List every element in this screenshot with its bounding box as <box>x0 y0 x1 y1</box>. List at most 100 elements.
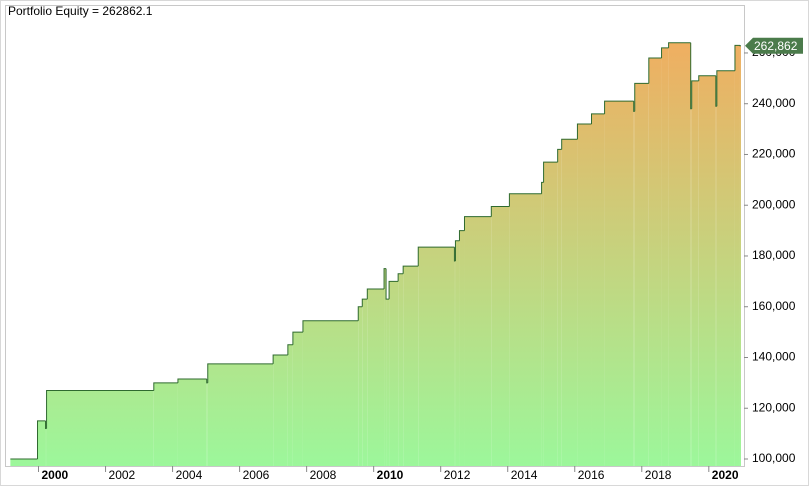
equity-area <box>691 80 699 466</box>
y-tick-label: 160,000 <box>752 299 796 313</box>
equity-line <box>46 389 154 429</box>
equity-area <box>648 58 662 467</box>
equity-line <box>458 230 465 241</box>
equity-area <box>634 83 649 467</box>
equity-area <box>177 379 207 466</box>
last-value-label: 262,862 <box>754 39 798 53</box>
equity-line <box>634 82 649 112</box>
equity-line <box>604 100 634 114</box>
equity-area <box>287 344 293 466</box>
equity-area <box>207 363 274 466</box>
equity-area <box>45 428 47 466</box>
equity-line <box>397 273 404 282</box>
last-value-marker <box>745 37 803 54</box>
equity-area <box>668 42 691 466</box>
equity-area <box>491 206 510 466</box>
x-tick-label: 2014 <box>511 468 538 482</box>
equity-line <box>633 101 635 112</box>
equity-area <box>367 288 385 466</box>
equity-line <box>490 205 510 217</box>
equity-line <box>357 306 363 321</box>
x-tick-label: 2010 <box>377 468 404 482</box>
chart-title: Portfolio Equity = 262862.1 <box>8 4 153 18</box>
equity-area <box>403 266 419 466</box>
equity-line <box>402 265 419 274</box>
equity-area <box>604 101 634 466</box>
equity-line <box>302 320 359 333</box>
equity-line <box>576 123 592 140</box>
equity-area <box>690 108 692 467</box>
equity-line <box>361 298 368 307</box>
equity-line <box>716 70 735 107</box>
equity-area <box>557 149 562 466</box>
equity-area <box>454 261 456 466</box>
equity-line <box>591 113 605 125</box>
equity-line <box>543 161 558 183</box>
equity-area <box>362 299 368 466</box>
equity-area <box>715 106 717 466</box>
equity-line <box>388 280 399 300</box>
y-tick-label: 240,000 <box>752 96 796 110</box>
equity-area <box>273 354 288 466</box>
x-tick-label: 2002 <box>109 468 136 482</box>
equity-area <box>577 124 592 466</box>
equity-line <box>417 246 455 267</box>
equity-line <box>153 382 178 391</box>
equity-line <box>508 193 542 207</box>
equity-line <box>661 47 669 59</box>
y-tick-label: 100,000 <box>752 451 796 465</box>
equity-area <box>734 45 740 467</box>
equity-line <box>691 80 699 109</box>
equity-area <box>455 240 460 466</box>
equity-line <box>557 148 562 163</box>
equity-line <box>207 363 274 383</box>
equity-area <box>10 458 38 466</box>
equity-area <box>716 70 735 467</box>
equity-area <box>389 281 399 466</box>
equity-area <box>541 182 544 466</box>
y-tick-label: 120,000 <box>752 400 796 414</box>
equity-line <box>287 344 293 355</box>
equity-area <box>292 332 303 466</box>
x-tick-label: 2018 <box>645 468 672 482</box>
equity-line <box>715 75 717 107</box>
equity-area <box>302 320 359 466</box>
x-tick-label: 2000 <box>42 468 69 482</box>
x-tick-label: 2004 <box>176 468 203 482</box>
equity-area <box>37 420 46 466</box>
x-tick-label: 2012 <box>444 468 471 482</box>
x-tick-label: 2008 <box>310 468 337 482</box>
plot-layer <box>10 42 741 467</box>
equity-area <box>633 111 635 466</box>
x-tick-label: 2020 <box>712 468 739 482</box>
equity-line <box>734 44 740 71</box>
equity-line <box>177 378 207 383</box>
equity-area <box>386 299 390 466</box>
equity-area <box>509 193 542 466</box>
equity-area <box>739 45 741 467</box>
equity-area <box>206 382 208 466</box>
equity-line <box>648 57 662 84</box>
equity-area <box>384 268 387 466</box>
y-tick-label: 200,000 <box>752 197 796 211</box>
equity-area <box>418 247 455 466</box>
y-tick-label: 140,000 <box>752 350 796 364</box>
equity-area <box>358 306 363 466</box>
equity-area <box>398 273 404 466</box>
x-tick-label: 2006 <box>243 468 270 482</box>
equity-area <box>543 162 558 466</box>
equity-area <box>591 113 605 466</box>
equity-line <box>206 379 208 384</box>
equity-line <box>453 247 456 262</box>
equity-line <box>37 420 46 459</box>
equity-line <box>385 268 390 300</box>
equity-area <box>561 139 578 466</box>
equity-line <box>366 288 385 300</box>
equity-line <box>668 42 691 48</box>
equity-line <box>454 240 460 262</box>
equity-line <box>292 331 303 345</box>
equity-area <box>698 75 716 466</box>
equity-area <box>46 390 154 466</box>
equity-area <box>459 230 465 466</box>
